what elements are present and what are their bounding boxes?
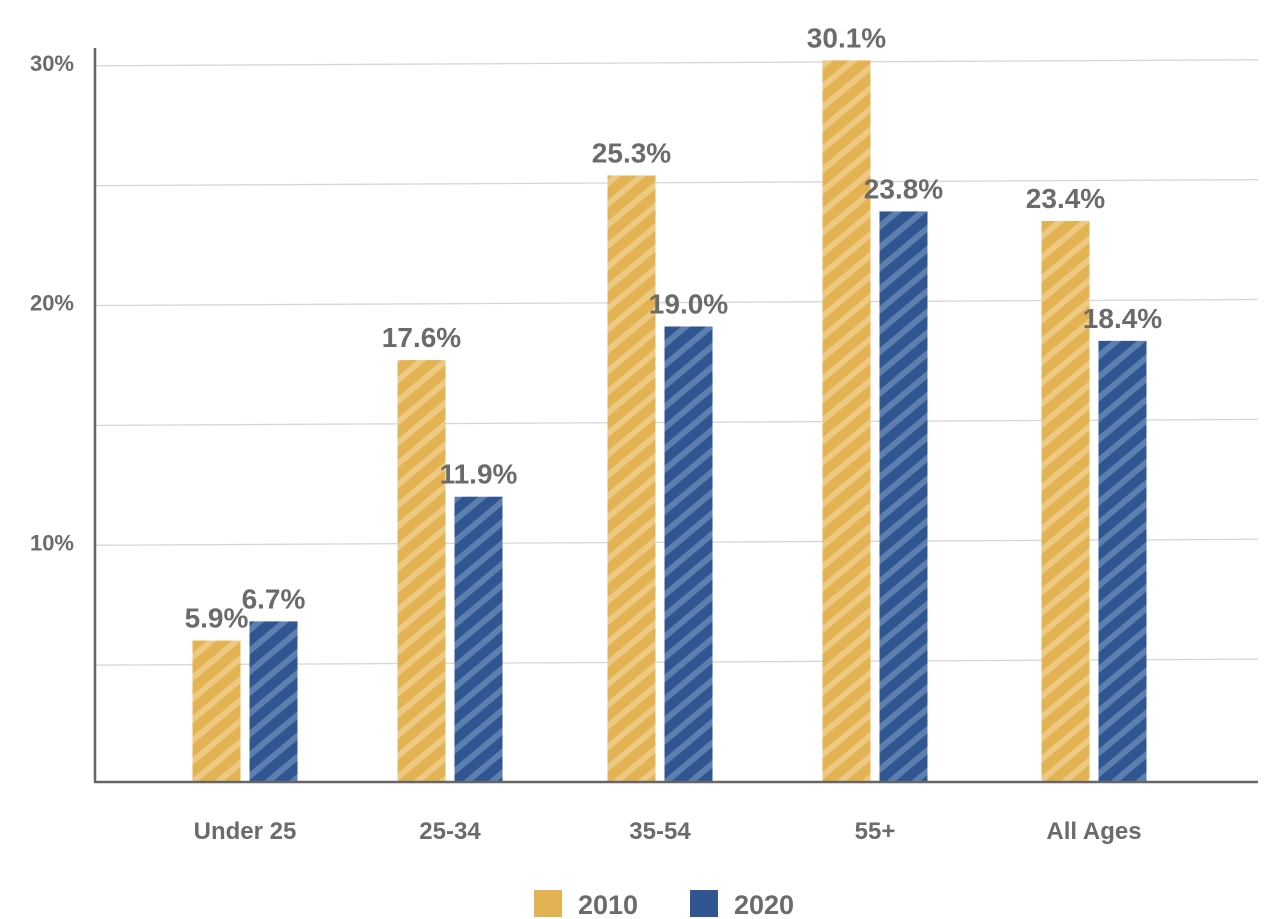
y-axis-ticks: 10% 20% 30%: [30, 51, 74, 555]
bar-2010: [1041, 221, 1090, 782]
bar-2020: [664, 326, 713, 782]
legend-label: 2020: [734, 890, 794, 919]
bar-2020: [249, 621, 298, 782]
bar-2010: [397, 360, 446, 782]
bar-2010: [607, 175, 656, 782]
y-tick-label: 20%: [30, 291, 74, 316]
legend-swatch: [690, 890, 718, 917]
data-label: 11.9%: [440, 459, 518, 490]
y-tick-label: 10%: [30, 530, 74, 555]
gridline: [94, 59, 1259, 67]
data-label: 17.6%: [382, 322, 461, 353]
x-tick-label: 55+: [855, 818, 896, 845]
x-tick-label: Under 25: [194, 818, 297, 845]
data-labels: 5.9%6.7% 17.6% 11.9% 25.3% 19.0% 30.1% 23.8% 23…: [185, 22, 1163, 633]
x-tick-label: 25-34: [419, 818, 481, 845]
x-tick-label: All Ages: [1046, 818, 1141, 845]
legend-label: 2010: [578, 890, 638, 919]
bar-2010: [192, 640, 241, 782]
data-label: 23.8%: [864, 173, 943, 204]
bar-2020: [879, 211, 928, 783]
x-axis-categories: Under 25 25-34 35-54 55+ All Ages: [194, 818, 1142, 845]
y-tick-label: 30%: [30, 51, 74, 76]
data-label: 5.9%: [185, 603, 249, 634]
data-label: 18.4%: [1083, 303, 1162, 334]
x-tick-label: 35-54: [629, 818, 691, 845]
legend-swatch: [534, 890, 562, 917]
data-label: 19.0%: [649, 288, 728, 319]
data-label: 25.3%: [592, 137, 671, 168]
data-label: 6.7%: [242, 583, 306, 614]
bar-2020: [1098, 340, 1147, 782]
bar-2020: [454, 496, 503, 782]
data-label: 30.1%: [807, 22, 886, 53]
legend: 2010 2020: [534, 890, 794, 919]
gridline: [94, 179, 1259, 187]
bar-2010: [822, 60, 871, 783]
bars: [192, 60, 1147, 783]
data-label: 23.4%: [1026, 183, 1105, 214]
